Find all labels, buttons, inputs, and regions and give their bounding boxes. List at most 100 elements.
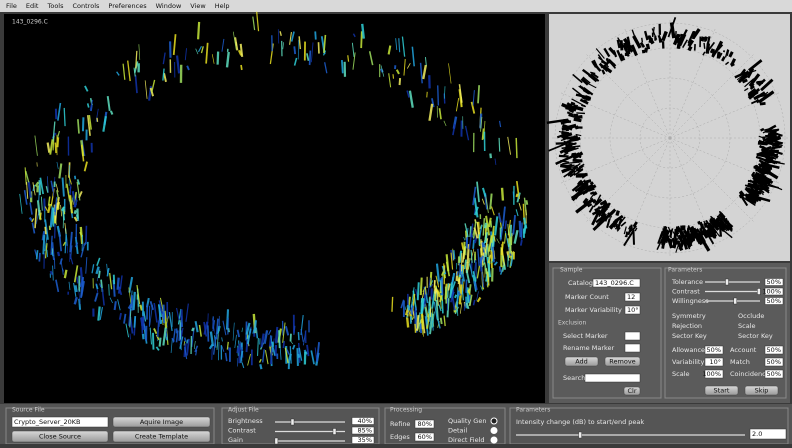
slider-label: Contrast: [228, 427, 256, 435]
option-label: Occlude: [738, 312, 764, 320]
spike: [441, 318, 442, 324]
polar-blob: [617, 211, 618, 216]
radio[interactable]: [491, 418, 497, 424]
option-label: Detail: [448, 427, 467, 435]
field-value: 50%: [767, 346, 781, 354]
spike: [120, 313, 121, 320]
menu-item[interactable]: File: [6, 2, 17, 10]
select-field-box[interactable]: [625, 332, 640, 340]
spike: [43, 235, 44, 254]
search-field[interactable]: [585, 374, 640, 382]
field-label: Marker Variability: [565, 306, 622, 314]
spike: [198, 22, 199, 39]
spike: [134, 292, 135, 310]
spike: [44, 198, 45, 211]
polar-blob: [618, 40, 620, 48]
polar-blob: [564, 169, 573, 170]
spike: [473, 240, 474, 249]
field-label: Match: [730, 358, 750, 366]
polar-blob: [584, 201, 588, 203]
spike: [283, 341, 284, 348]
slider-label: Brightness: [228, 417, 263, 425]
group-title: Sample: [560, 267, 583, 274]
spike: [192, 328, 193, 331]
spike: [37, 250, 38, 259]
slider-thumb[interactable]: [579, 432, 582, 438]
spike: [481, 248, 482, 255]
spike: [392, 297, 393, 312]
polar-blob: [560, 165, 570, 167]
spike: [247, 340, 248, 352]
spike: [143, 334, 144, 339]
slider-thumb[interactable]: [757, 289, 760, 295]
group-title: Exclusion: [558, 320, 586, 327]
slider-thumb[interactable]: [275, 438, 278, 444]
slider-value: 50%: [767, 278, 781, 286]
option-label: Sector Key: [672, 332, 707, 340]
spike: [228, 347, 229, 350]
marker-count-field: 12: [627, 293, 635, 301]
slider-value: 40%: [358, 417, 372, 425]
slider-value: 85%: [358, 427, 372, 435]
description: Intensity change (dB) to start/end peak: [516, 418, 644, 426]
polar-blob: [574, 119, 582, 120]
slider-value: 35%: [358, 436, 372, 444]
menu-item[interactable]: Tools: [46, 2, 64, 10]
menu-item[interactable]: Controls: [73, 2, 100, 10]
spike: [40, 213, 41, 221]
field-value: 50%: [767, 358, 781, 366]
spike: [160, 338, 161, 347]
slider-thumb[interactable]: [734, 298, 737, 304]
menu-item[interactable]: Edit: [26, 2, 39, 10]
spike: [407, 317, 408, 327]
spike: [227, 342, 228, 350]
spike: [421, 324, 422, 334]
spike: [478, 85, 479, 103]
slider-thumb[interactable]: [291, 419, 294, 425]
polar-blob: [689, 47, 691, 51]
polar-blob: [755, 92, 758, 93]
rename-field[interactable]: [625, 344, 640, 352]
slider-value: 100%: [762, 288, 781, 296]
slider-label: Tolerance: [671, 278, 703, 286]
spike: [482, 128, 483, 139]
field-label: Variability: [672, 358, 704, 366]
menu-item[interactable]: Window: [156, 2, 182, 10]
acquire-image: Aquire Image: [140, 418, 183, 426]
spike: [342, 60, 343, 73]
menu-item[interactable]: Preferences: [108, 2, 147, 10]
polar-blob: [621, 40, 622, 50]
spike: [227, 52, 229, 67]
spike: [115, 301, 116, 310]
polar-blob: [753, 186, 758, 187]
slider-thumb[interactable]: [726, 279, 729, 285]
spike: [298, 354, 299, 358]
spike: [55, 143, 56, 154]
menu-item[interactable]: Help: [215, 2, 230, 10]
slider-thumb[interactable]: [333, 429, 336, 435]
spike: [109, 284, 110, 296]
polar-blob: [698, 221, 699, 224]
spike: [435, 288, 436, 293]
radio[interactable]: [491, 428, 497, 434]
spike: [485, 223, 486, 228]
polar-blob: [711, 49, 713, 53]
polar-blob: [754, 167, 757, 168]
polar-blob: [772, 144, 779, 145]
spike: [294, 46, 295, 54]
radio[interactable]: [491, 437, 497, 443]
group-title: Adjust File: [228, 407, 259, 414]
spike: [119, 287, 120, 294]
spike: [421, 278, 422, 295]
spike: [99, 271, 100, 278]
menu-item[interactable]: View: [190, 2, 206, 10]
polar-blob: [704, 43, 705, 49]
start: Start: [714, 387, 730, 395]
group-title: Parameters: [668, 267, 702, 274]
source-dropdown: Crypto_Server_20KB: [14, 418, 81, 426]
spike: [434, 280, 435, 287]
skip: Skip: [755, 387, 769, 395]
field-value: 80%: [418, 420, 432, 428]
spike: [310, 51, 311, 66]
clear: Clr: [627, 387, 636, 395]
